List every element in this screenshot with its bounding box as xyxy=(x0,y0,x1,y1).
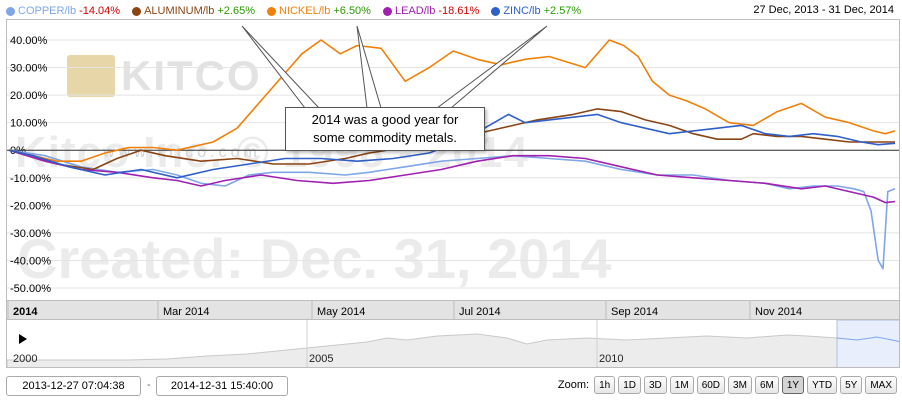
y-axis-ticks: 40.00%30.00%20.00%10.00%0%-10.00%-20.00%… xyxy=(10,35,51,295)
grid-lines xyxy=(7,39,899,289)
legend-item[interactable]: NICKEL/lb +6.50% xyxy=(266,5,371,17)
series-lines xyxy=(8,39,896,270)
navigator-year-label: 2005 xyxy=(309,353,333,365)
play-icon xyxy=(19,334,27,344)
x-axis-strip: 2014 Mar 2014 May 2014 Jul 2014 Sep 2014 Nov … xyxy=(6,300,900,321)
zoom-button[interactable]: 1M xyxy=(669,376,694,394)
zoom-button[interactable]: 5Y xyxy=(840,376,863,394)
legend-dot-icon xyxy=(266,6,276,16)
zoom-button[interactable]: 1Y xyxy=(781,376,805,394)
x-axis: 2014 Mar 2014 May 2014 Jul 2014 Sep 2014 Nov … xyxy=(7,301,802,321)
zoom-button[interactable]: 3M xyxy=(728,376,752,394)
series-line-copper xyxy=(8,149,896,270)
y-tick-label: -50.00% xyxy=(10,283,51,295)
navigator-year-label: 2000 xyxy=(13,353,37,365)
navigator-selected-range xyxy=(836,320,899,367)
zoom-button[interactable]: 1D xyxy=(618,376,641,394)
legend-series-name: LEAD/lb xyxy=(394,5,436,17)
callout-pointer xyxy=(435,25,548,109)
zoom-button[interactable]: 60D xyxy=(696,376,726,394)
y-tick-label: 10.00% xyxy=(10,118,48,130)
callout-pointer xyxy=(356,25,382,109)
series-line-nickel xyxy=(8,39,896,162)
legend-series-change: -14.04% xyxy=(79,5,121,17)
y-tick-label: 20.00% xyxy=(10,90,48,102)
x-tick-label: Nov 2014 xyxy=(755,306,802,318)
zoom-button-group: 1h 1D 3D 1M 60D 3M 6M 1Y YTD 5Y MAX xyxy=(594,376,897,394)
x-tick-label: Mar 2014 xyxy=(163,306,209,318)
callout-pointer xyxy=(241,25,321,109)
y-tick-label: -10.00% xyxy=(10,173,51,185)
callout-pointers xyxy=(241,25,548,109)
series-line-lead xyxy=(8,149,896,204)
zoom-button[interactable]: YTD xyxy=(807,376,838,394)
legend-series-name: ALUMINUM/lb xyxy=(144,5,215,17)
date-separator: - xyxy=(147,379,151,391)
legend-item[interactable]: ALUMINUM/lb +2.65% xyxy=(132,5,255,17)
legend-series-change: -18.61% xyxy=(438,5,480,17)
legend-dot-icon xyxy=(132,6,142,16)
zoom-button[interactable]: 3D xyxy=(643,376,667,394)
x-tick-label: Sep 2014 xyxy=(611,306,658,318)
legend-dot-icon xyxy=(382,6,392,16)
y-tick-label: -30.00% xyxy=(10,228,51,240)
legend-series-name: ZINC/lb xyxy=(503,5,541,17)
legend-dot-icon xyxy=(6,6,15,16)
legend: COPPER/lb -14.04% ALUMINUM/lb +2.65% NICKEL/… xyxy=(6,3,581,19)
legend-series-change: +6.50% xyxy=(333,5,371,17)
zoom-controls: Zoom: 1h 1D 3D 1M 60D 3M 6M 1Y YTD 5Y MAX xyxy=(558,376,897,394)
series-line-zinc xyxy=(8,113,896,179)
annotation-callout: 2014 was a good year for some commodity … xyxy=(285,107,485,151)
navigator-chart: 2000 2005 2010 xyxy=(7,320,899,367)
legend-series-name: COPPER/lb xyxy=(18,5,77,17)
x-tick-label: 2014 xyxy=(13,306,38,318)
legend-item[interactable]: LEAD/lb -18.61% xyxy=(382,5,480,17)
plot-area: 40.00%30.00%20.00%10.00%0%-10.00%-20.00%… xyxy=(7,25,899,295)
navigator-selected-line xyxy=(836,336,899,343)
legend-series-change: +2.57% xyxy=(543,5,582,17)
legend-series-change: +2.65% xyxy=(217,5,255,17)
main-chart[interactable]: KITCO Kitco Inc. © 1998 - 2014 www.kitco… xyxy=(6,19,900,301)
range-navigator[interactable]: 2000 2005 2010 xyxy=(6,320,900,368)
series-line-aluminum xyxy=(8,108,895,171)
zoom-button[interactable]: 6M xyxy=(754,376,779,394)
legend-series-name: NICKEL/lb xyxy=(278,5,331,17)
x-tick-label: Jul 2014 xyxy=(459,306,501,318)
zoom-button[interactable]: MAX xyxy=(865,376,897,394)
legend-item[interactable]: COPPER/lb -14.04% xyxy=(6,5,120,17)
navigator-year-label: 2010 xyxy=(599,353,623,365)
date-range-label: 27 Dec, 2013 - 31 Dec, 2014 xyxy=(753,4,894,16)
x-tick-label: May 2014 xyxy=(317,306,365,318)
zoom-button[interactable]: 1h xyxy=(594,376,616,394)
y-tick-label: 30.00% xyxy=(10,63,48,75)
navigator-history-area xyxy=(7,333,838,367)
start-date-input[interactable]: 2013-12-27 07:04:38 xyxy=(6,376,141,396)
y-tick-label: -20.00% xyxy=(10,200,51,212)
end-date-input[interactable]: 2014-12-31 15:40:00 xyxy=(156,376,288,396)
legend-dot-icon xyxy=(491,6,501,16)
legend-item[interactable]: ZINC/lb +2.57% xyxy=(491,5,581,17)
y-tick-label: -40.00% xyxy=(10,255,51,267)
zoom-label: Zoom: xyxy=(557,379,590,391)
y-tick-label: 40.00% xyxy=(10,35,48,47)
